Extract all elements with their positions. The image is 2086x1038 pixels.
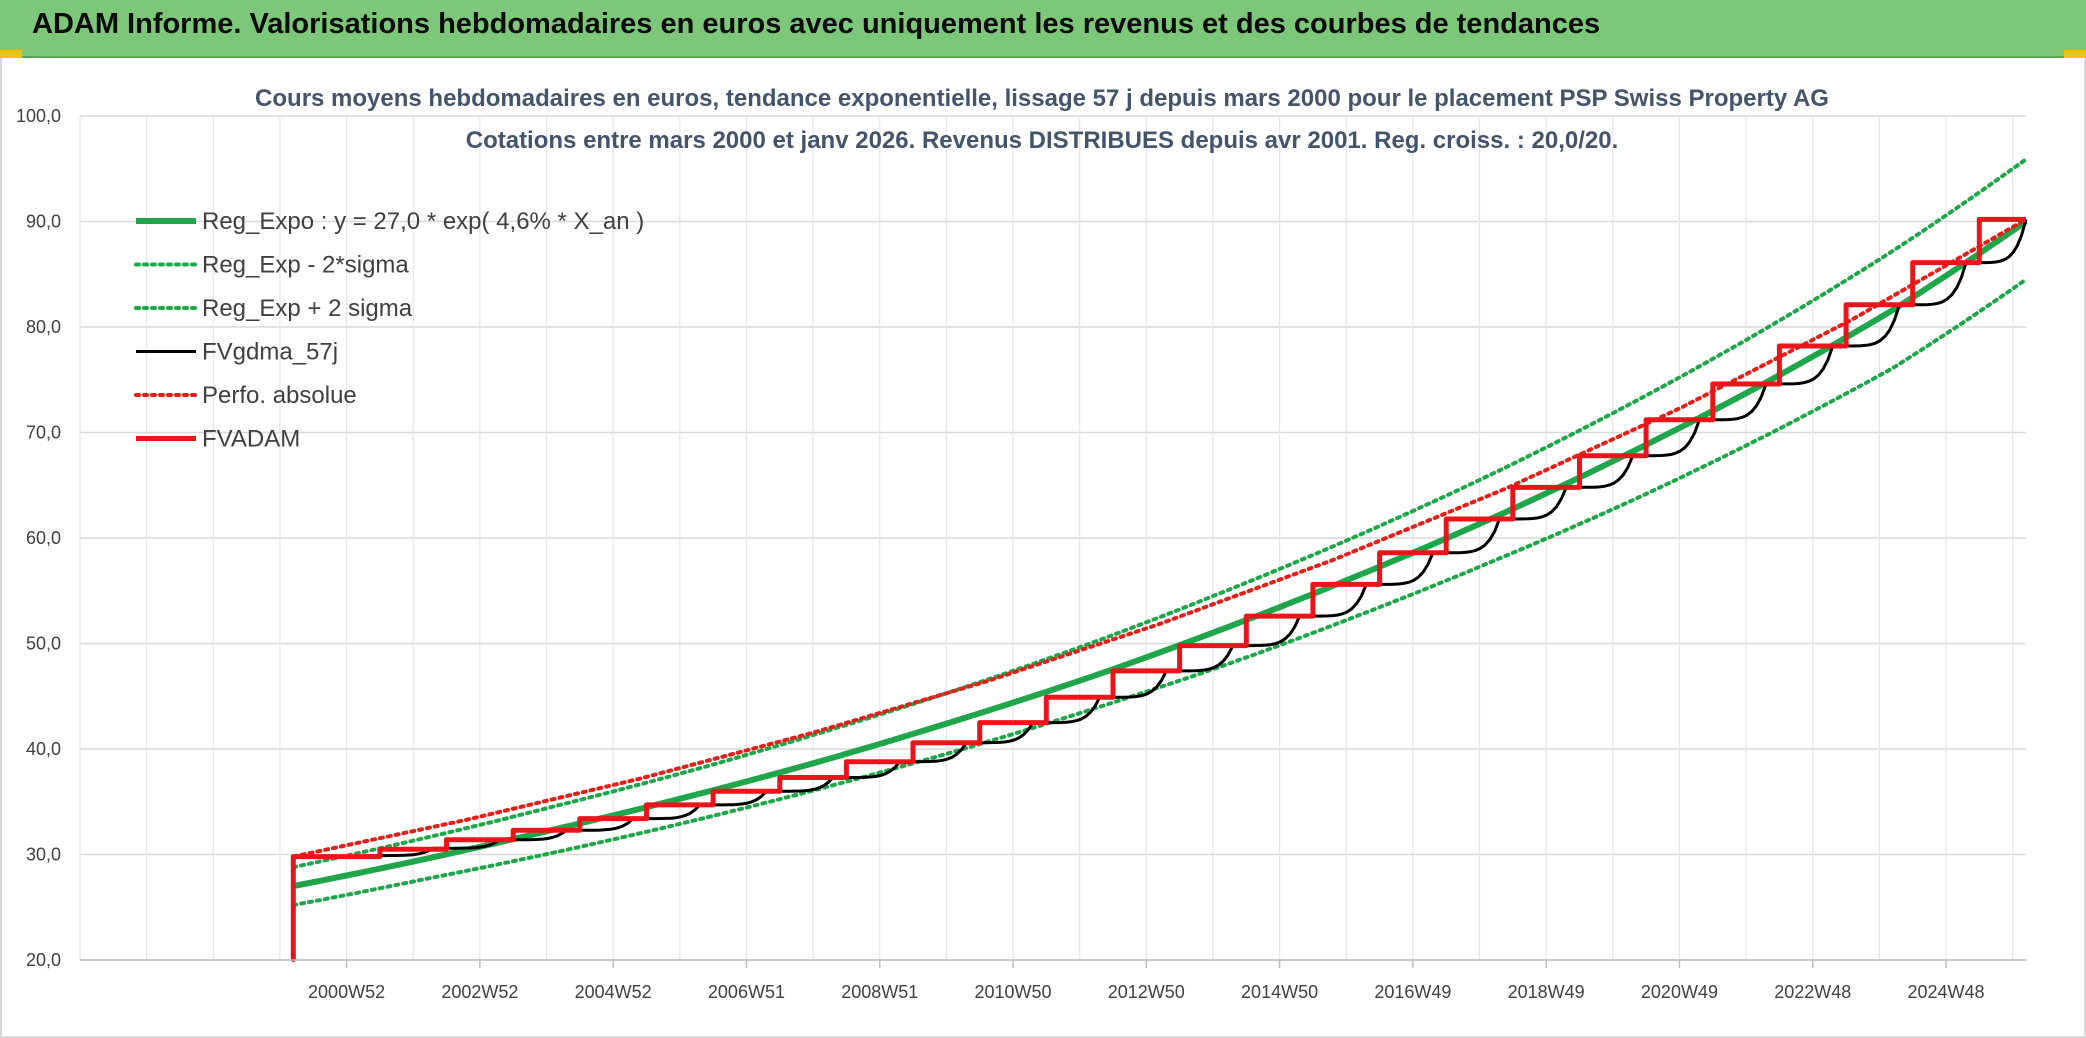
x-tick-label: 2016W49 — [1374, 982, 1451, 1002]
chart-frame — [0, 58, 2086, 1038]
corner-marker-left — [0, 50, 22, 58]
x-tick-label: 2010W50 — [974, 982, 1051, 1002]
y-tick-label: 80,0 — [26, 317, 61, 337]
x-tick-label: 2020W49 — [1641, 982, 1718, 1002]
series-line-4 — [291, 217, 2028, 962]
y-tick-label: 40,0 — [26, 739, 61, 759]
x-tick-label: 2002W52 — [441, 982, 518, 1002]
plot-series — [290, 157, 2028, 962]
x-tick-label: 2000W52 — [308, 982, 385, 1002]
report-title: ADAM Informe. Valorisations hebdomadaire… — [32, 8, 1601, 40]
x-tick-label: 2014W50 — [1241, 982, 1318, 1002]
legend-label: FVgdma_57j — [202, 339, 338, 366]
x-tick-label: 2018W49 — [1508, 982, 1585, 1002]
series-line-1 — [291, 277, 2028, 908]
x-tick-label: 2022W48 — [1774, 982, 1851, 1002]
series-line-5 — [290, 216, 2026, 960]
chart-title: Cours moyens hebdomadaires en euros, ten… — [255, 85, 1829, 112]
grid — [79, 115, 2026, 961]
x-tick-label: 2024W48 — [1907, 982, 1984, 1002]
y-tick-label: 70,0 — [26, 423, 61, 443]
y-tick-label: 30,0 — [26, 845, 61, 865]
legend-label: Perfo. absolue — [202, 382, 357, 409]
series-line-2 — [291, 157, 2028, 870]
series-line-3 — [291, 218, 2028, 960]
x-tick-label: 2004W52 — [575, 982, 652, 1002]
series-line-0 — [292, 219, 2028, 890]
y-tick-label: 20,0 — [26, 950, 61, 970]
corner-marker-right — [2064, 50, 2086, 58]
legend-label: Reg_Expo : y = 27,0 * exp( 4,6% * X_an ) — [202, 208, 644, 235]
chart-subtitle: Cotations entre mars 2000 et janv 2026. … — [466, 127, 1619, 154]
x-tick-label: 2012W50 — [1108, 982, 1185, 1002]
legend-label: Reg_Exp + 2 sigma — [202, 295, 413, 322]
legend: Reg_Expo : y = 27,0 * exp( 4,6% * X_an )… — [134, 208, 644, 453]
legend-label: Reg_Exp - 2*sigma — [202, 252, 409, 279]
y-tick-label: 100,0 — [16, 106, 61, 126]
y-tick-label: 90,0 — [26, 212, 61, 232]
report-banner: ADAM Informe. Valorisations hebdomadaire… — [0, 0, 2086, 58]
line-chart: 20,0 30,0 40,0 50,0 60,0 70,0 80,0 90,0 100,0 200… — [16, 85, 2028, 1002]
legend-label: FVADAM — [202, 426, 300, 453]
x-tick-label: 2008W51 — [841, 982, 918, 1002]
y-tick-label: 60,0 — [26, 528, 61, 548]
y-tick-label: 50,0 — [26, 634, 61, 654]
axes: 20,0 30,0 40,0 50,0 60,0 70,0 80,0 90,0 100,0 200… — [16, 106, 2026, 1002]
x-tick-label: 2006W51 — [708, 982, 785, 1002]
